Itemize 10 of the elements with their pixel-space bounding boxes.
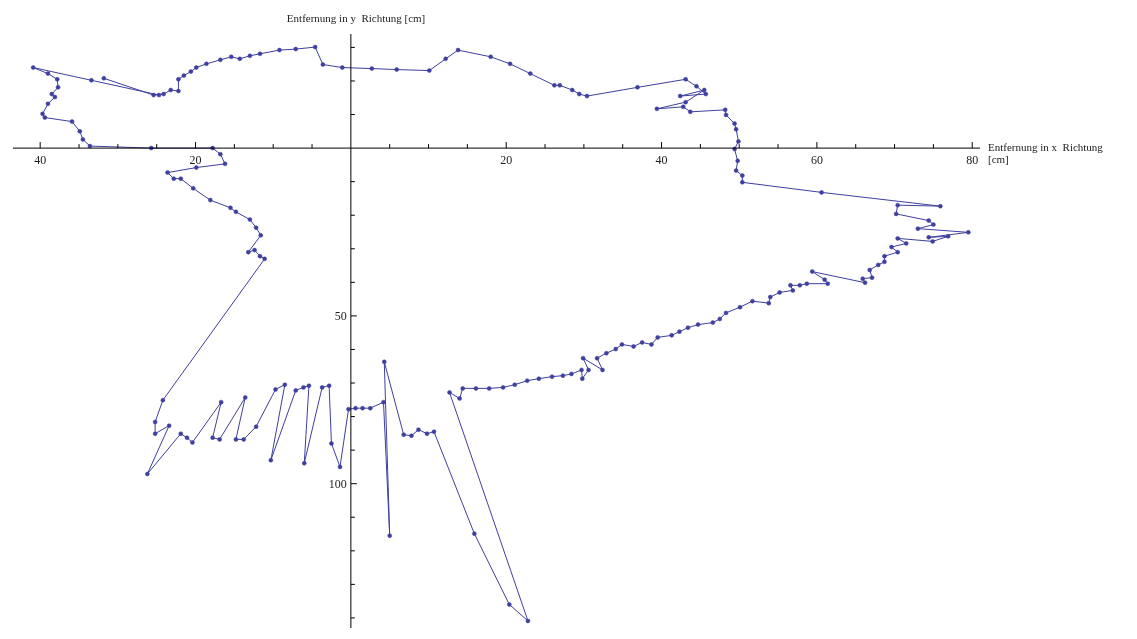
x-tick-label: 40: [34, 153, 47, 168]
x-tick-label: 20: [189, 153, 202, 168]
y-tick-label: 100: [328, 476, 347, 491]
x-tick-label: 40: [655, 153, 668, 168]
y-tick-label: 50: [334, 308, 347, 323]
x-tick-label: 80: [966, 153, 979, 168]
y-axis-title: Entfernung in y Richtung [cm]: [286, 12, 426, 24]
x-tick-label: 20: [500, 153, 513, 168]
x-tick-label: 60: [810, 153, 823, 168]
x-axis-title: Entfernung in x Richtung [cm]: [988, 141, 1104, 166]
